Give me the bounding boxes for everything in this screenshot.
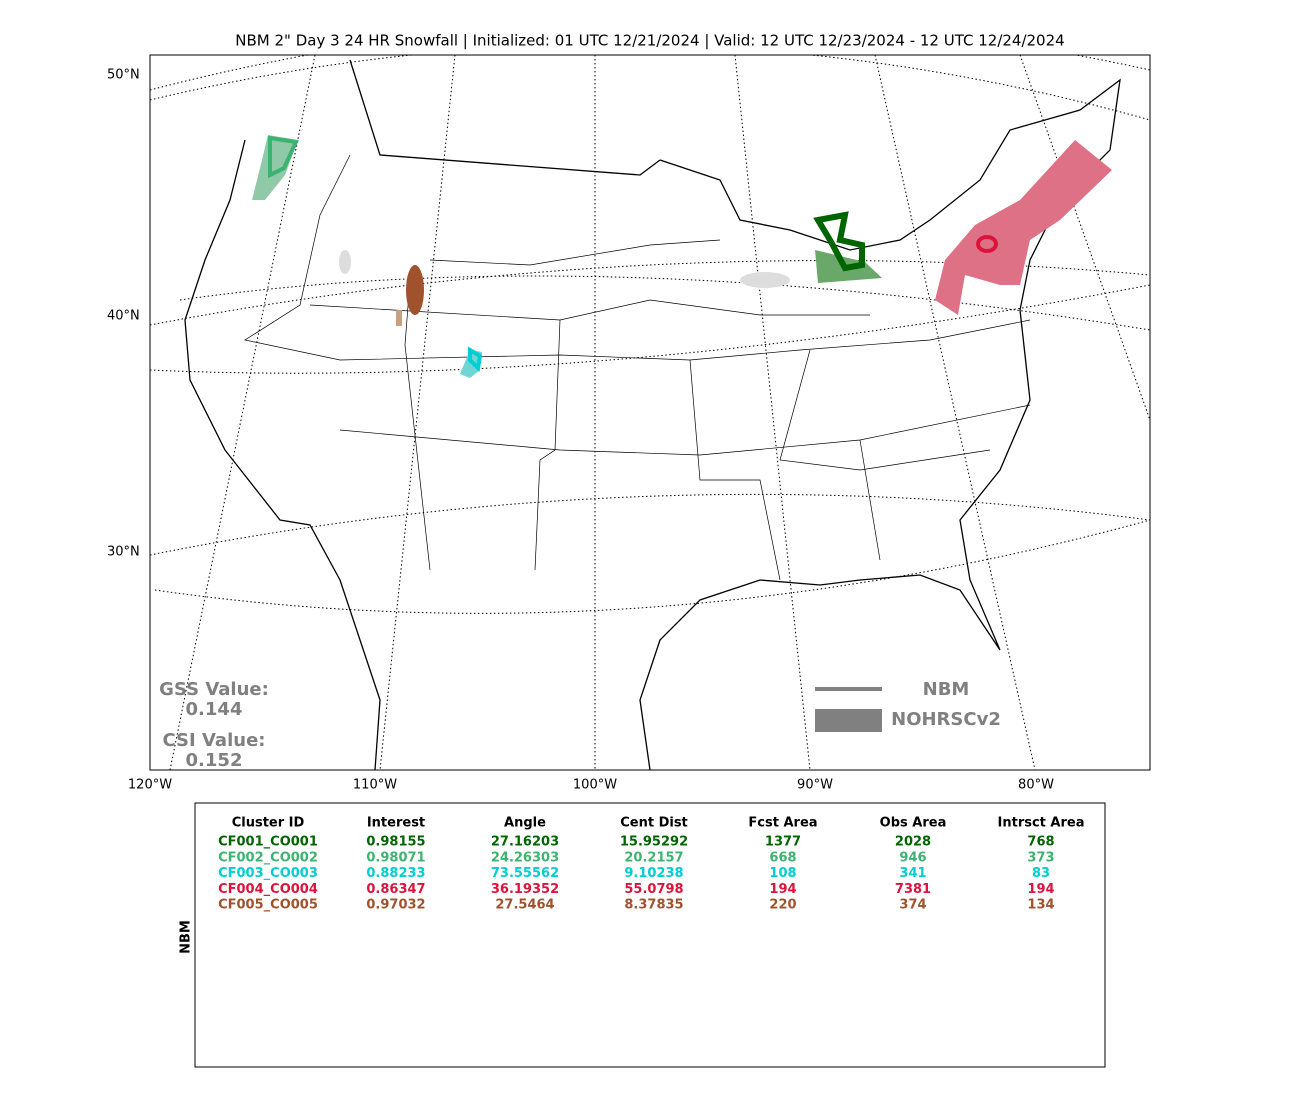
csi-value: 0.152 <box>186 750 243 771</box>
map-frame <box>149 54 1151 771</box>
legend-label: NOHRSCv2 <box>891 709 1001 730</box>
table-cell: CF004_CO004 <box>218 882 318 897</box>
table-cell: 341 <box>899 866 926 881</box>
table-cell: 27.16203 <box>491 835 559 850</box>
state-border <box>244 154 1031 581</box>
obs-object <box>339 250 351 274</box>
lat-label: 50°N <box>107 68 140 83</box>
table-cell: 0.98071 <box>366 850 425 865</box>
lon-label: 80°W <box>1018 778 1054 793</box>
table-cell: CF002_CO002 <box>218 850 318 865</box>
table-cell: 83 <box>1032 866 1050 881</box>
table-cell: 108 <box>769 866 796 881</box>
table-cell: 36.19352 <box>491 882 559 897</box>
gss-value: 0.144 <box>186 699 243 720</box>
lon-label: 100°W <box>573 778 617 793</box>
table-cell: CF001_CO001 <box>218 835 318 850</box>
table-cell: 374 <box>899 898 926 913</box>
table-cell: 73.55562 <box>491 866 559 881</box>
table-cell: 8.37835 <box>624 898 683 913</box>
map: 50°N 40°N 30°N 120°W 110°W 100°W 90°W 80… <box>107 54 1151 793</box>
table-header: Fcst Area <box>748 816 817 831</box>
lon-label: 90°W <box>797 778 833 793</box>
table-cell: 2028 <box>895 835 931 850</box>
table-header: Obs Area <box>880 816 947 831</box>
table-cell: 946 <box>899 850 926 865</box>
gss-label: GSS Value: <box>159 679 269 700</box>
obs-object <box>252 135 298 200</box>
obs-object <box>396 310 402 326</box>
lon-label: 120°W <box>128 778 172 793</box>
table-cell: 768 <box>1027 835 1054 850</box>
csi-label: CSI Value: <box>163 730 266 751</box>
table-cell: 55.0798 <box>624 882 683 897</box>
table-cell: 0.98155 <box>366 835 425 850</box>
table-cell: 134 <box>1027 898 1054 913</box>
table-cell: 194 <box>1027 882 1054 897</box>
coastline <box>184 59 1121 770</box>
table-header: Intrsct Area <box>998 816 1085 831</box>
graticule <box>379 55 456 770</box>
table-cell: 24.26303 <box>491 850 559 865</box>
title: NBM 2" Day 3 24 HR Snowfall | Initialize… <box>235 32 1064 50</box>
graticule <box>1019 55 1150 421</box>
table-cell: 1377 <box>765 835 801 850</box>
obs-object <box>460 350 482 378</box>
table-cell: 0.88233 <box>366 866 425 881</box>
table-cell: 27.5464 <box>495 898 554 913</box>
graticule <box>150 275 1150 374</box>
table-frame <box>194 802 1106 1068</box>
graticule <box>150 55 1150 121</box>
graticule <box>150 493 1150 556</box>
table-cell: 15.95292 <box>620 835 688 850</box>
table-header: Angle <box>504 816 546 831</box>
fcst-object <box>406 265 424 315</box>
legend-patch <box>815 709 882 732</box>
table-cell: 20.2157 <box>624 850 683 865</box>
table-cell: CF003_CO003 <box>218 866 318 881</box>
graticule <box>874 55 1036 770</box>
lat-label: 40°N <box>107 309 140 324</box>
graticule <box>734 55 811 770</box>
obs-object <box>935 140 1112 315</box>
table-side-label: NBM <box>179 920 194 954</box>
fcst-object <box>976 235 998 253</box>
table-header: Cent Dist <box>620 816 688 831</box>
table: Cluster ID Interest Angle Cent Dist Fcst Are… <box>218 816 1084 913</box>
lat-label: 30°N <box>107 545 140 560</box>
fcst-object <box>813 211 865 272</box>
graticule <box>169 55 316 770</box>
legend-label: NBM <box>923 679 970 700</box>
graticule <box>154 519 1150 614</box>
table-cell: 9.10238 <box>624 866 683 881</box>
table-cell: 7381 <box>895 882 931 897</box>
obs-object <box>740 272 790 288</box>
snow-objects <box>252 135 1112 378</box>
fcst-object <box>468 346 483 373</box>
table-header: Interest <box>367 816 425 831</box>
table-cell: 0.97032 <box>366 898 425 913</box>
table-cell: CF005_CO005 <box>218 898 318 913</box>
table-header: Cluster ID <box>232 816 305 831</box>
fcst-object <box>268 135 299 179</box>
lon-label: 110°W <box>353 778 397 793</box>
table-cell: 668 <box>769 850 796 865</box>
graticule <box>150 55 1150 91</box>
table-cell: 0.86347 <box>366 882 425 897</box>
table-cell: 194 <box>769 882 796 897</box>
table-cell: 373 <box>1027 850 1054 865</box>
table-cell: 220 <box>769 898 796 913</box>
